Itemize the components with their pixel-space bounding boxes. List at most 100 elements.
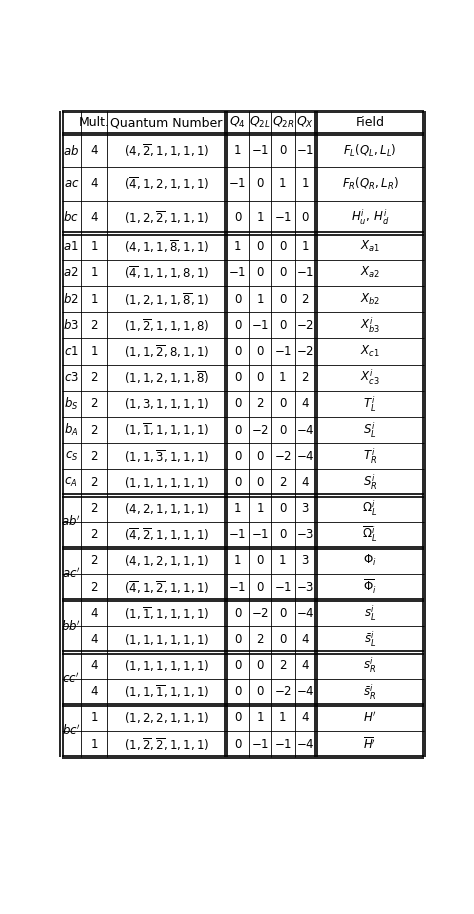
Text: 0: 0 (279, 607, 286, 620)
Text: 2: 2 (91, 319, 98, 332)
Text: $\overline{\Phi}_i$: $\overline{\Phi}_i$ (363, 578, 377, 596)
Text: $-2$: $-2$ (251, 607, 269, 620)
Text: 0: 0 (234, 319, 241, 332)
Text: 4: 4 (91, 607, 98, 620)
Text: $(4,\overline{2},1,1,1,1)$: $(4,\overline{2},1,1,1,1)$ (124, 143, 209, 159)
Text: $H^i_u,\,H^i_d$: $H^i_u,\,H^i_d$ (351, 207, 389, 227)
Text: 1: 1 (91, 240, 98, 253)
Text: 2: 2 (91, 555, 98, 568)
Text: 0: 0 (234, 738, 241, 750)
Text: 0: 0 (256, 177, 264, 190)
Text: 0: 0 (234, 632, 241, 646)
Text: $(1,1,\overline{3},1,1,1)$: $(1,1,\overline{3},1,1,1)$ (124, 448, 209, 464)
Text: $b2$: $b2$ (64, 292, 79, 306)
Text: 0: 0 (234, 659, 241, 672)
Text: 1: 1 (279, 711, 287, 725)
Text: $-1$: $-1$ (273, 210, 292, 224)
Text: $-1$: $-1$ (251, 144, 269, 157)
Text: $-1$: $-1$ (251, 528, 269, 541)
Text: 2: 2 (91, 528, 98, 541)
Text: $ab'$: $ab'$ (61, 515, 81, 529)
Text: $-4$: $-4$ (296, 738, 315, 750)
Text: 2: 2 (301, 292, 309, 305)
Text: 0: 0 (234, 711, 241, 725)
Text: 1: 1 (234, 502, 241, 515)
Text: $(1,2,\overline{2},1,1,1)$: $(1,2,\overline{2},1,1,1)$ (124, 208, 209, 226)
Text: 1: 1 (91, 345, 98, 358)
Text: 0: 0 (234, 292, 241, 305)
Text: $b_A$: $b_A$ (64, 422, 79, 438)
Text: $bb'$: $bb'$ (61, 619, 82, 633)
Text: $(1,\overline{1},1,1,1,1)$: $(1,\overline{1},1,1,1,1)$ (124, 421, 209, 439)
Text: $-2$: $-2$ (273, 450, 292, 462)
Text: $-2$: $-2$ (273, 686, 292, 698)
Text: $-1$: $-1$ (251, 738, 269, 750)
Text: 2: 2 (91, 502, 98, 515)
Text: $-4$: $-4$ (296, 686, 315, 698)
Text: $T^i_L$: $T^i_L$ (364, 394, 377, 413)
Text: $-1$: $-1$ (228, 528, 246, 541)
Text: $ac'$: $ac'$ (62, 567, 81, 581)
Text: $bc$: $bc$ (64, 210, 79, 224)
Text: 4: 4 (301, 659, 309, 672)
Text: $-1$: $-1$ (251, 319, 269, 332)
Text: $Q_{2R}$: $Q_{2R}$ (272, 115, 294, 131)
Text: 0: 0 (234, 398, 241, 410)
Text: 0: 0 (234, 423, 241, 437)
Text: $(\overline{4},\overline{2},1,1,1,1)$: $(\overline{4},\overline{2},1,1,1,1)$ (124, 526, 209, 543)
Text: $(1,2,1,1,\overline{8},1)$: $(1,2,1,1,\overline{8},1)$ (124, 291, 209, 307)
Text: $F_L(Q_L,L_L)$: $F_L(Q_L,L_L)$ (343, 143, 397, 159)
Text: $(1,\overline{2},1,1,1,8)$: $(1,\overline{2},1,1,1,8)$ (124, 317, 209, 334)
Text: 0: 0 (234, 607, 241, 620)
Text: 2: 2 (256, 632, 264, 646)
Text: $c3$: $c3$ (64, 371, 79, 384)
Text: $-2$: $-2$ (296, 319, 314, 332)
Text: 0: 0 (279, 528, 286, 541)
Text: $-1$: $-1$ (296, 144, 314, 157)
Text: 0: 0 (234, 210, 241, 224)
Text: $X_{b2}$: $X_{b2}$ (360, 292, 380, 307)
Text: $\Omega^i_L$: $\Omega^i_L$ (363, 499, 378, 518)
Text: $-1$: $-1$ (228, 266, 246, 280)
Text: 0: 0 (279, 423, 286, 437)
Text: $(1,3,1,1,1,1)$: $(1,3,1,1,1,1)$ (124, 397, 209, 411)
Text: $(\overline{4},1,1,1,8,1)$: $(\overline{4},1,1,1,8,1)$ (124, 264, 209, 282)
Text: $X_{a2}$: $X_{a2}$ (360, 265, 380, 281)
Text: $(4,2,1,1,1,1)$: $(4,2,1,1,1,1)$ (124, 501, 209, 516)
Text: 1: 1 (91, 738, 98, 750)
Text: 0: 0 (279, 266, 286, 280)
Text: $(4,1,2,1,1,1)$: $(4,1,2,1,1,1)$ (124, 553, 209, 569)
Text: $-2$: $-2$ (251, 423, 269, 437)
Text: 0: 0 (234, 476, 241, 489)
Text: 0: 0 (234, 371, 241, 384)
Text: $cc'$: $cc'$ (63, 672, 80, 686)
Text: $(1,1,\overline{1},1,1,1)$: $(1,1,\overline{1},1,1,1)$ (124, 684, 209, 700)
Text: 3: 3 (301, 502, 309, 515)
Text: $(1,1,\overline{2},8,1,1)$: $(1,1,\overline{2},8,1,1)$ (124, 343, 209, 360)
Text: 0: 0 (256, 555, 264, 568)
Text: $\bar{s}^i_R$: $\bar{s}^i_R$ (364, 682, 377, 702)
Text: $-1$: $-1$ (296, 266, 314, 280)
Text: 0: 0 (256, 580, 264, 593)
Text: 2: 2 (91, 476, 98, 489)
Text: 0: 0 (256, 345, 264, 358)
Text: 4: 4 (91, 686, 98, 698)
Text: 2: 2 (279, 659, 287, 672)
Text: $-1$: $-1$ (273, 738, 292, 750)
Text: Mult.: Mult. (79, 116, 109, 129)
Text: 1: 1 (256, 711, 264, 725)
Text: $(1,\overline{1},1,1,1,1)$: $(1,\overline{1},1,1,1,1)$ (124, 605, 209, 622)
Text: 0: 0 (301, 210, 309, 224)
Text: 2: 2 (91, 423, 98, 437)
Text: $S^i_L$: $S^i_L$ (363, 420, 377, 440)
Text: 1: 1 (301, 240, 309, 253)
Text: $-1$: $-1$ (228, 177, 246, 190)
Text: 2: 2 (279, 476, 287, 489)
Text: 0: 0 (279, 502, 286, 515)
Text: 4: 4 (301, 632, 309, 646)
Text: $S^i_R$: $S^i_R$ (363, 473, 377, 492)
Text: $s^i_L$: $s^i_L$ (364, 603, 376, 623)
Text: 2: 2 (91, 398, 98, 410)
Text: 1: 1 (91, 266, 98, 280)
Text: $X^i_{b3}$: $X^i_{b3}$ (360, 315, 380, 335)
